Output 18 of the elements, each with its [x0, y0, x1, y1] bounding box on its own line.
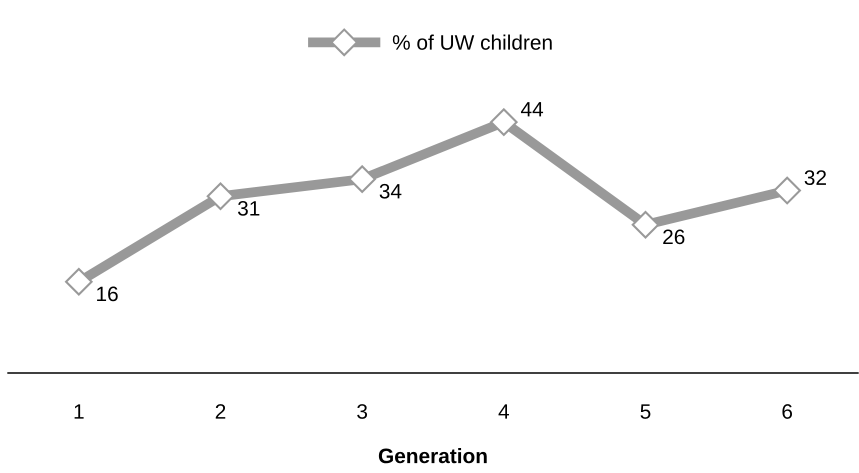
data-label: 34 — [380, 184, 402, 199]
data-label: 16 — [97, 286, 118, 302]
x-tick-label: 2 — [216, 404, 226, 419]
point — [632, 210, 660, 239]
x-axis-title: Generation — [378, 448, 487, 464]
data-label: 44 — [520, 102, 544, 116]
x-tick-label: 4 — [498, 404, 510, 419]
x-tick-label: 3 — [357, 404, 368, 419]
point — [773, 176, 801, 204]
x-tick-label: 5 — [640, 404, 650, 419]
data-label: 31 — [238, 200, 260, 216]
x-tick-label: 1 — [74, 404, 84, 419]
x-tick-label: 6 — [782, 404, 792, 419]
legend-label: % of UW children — [392, 34, 552, 50]
point — [490, 108, 518, 136]
data-label: 32 — [804, 170, 826, 186]
data-label: 26 — [663, 229, 684, 244]
point — [65, 268, 93, 296]
